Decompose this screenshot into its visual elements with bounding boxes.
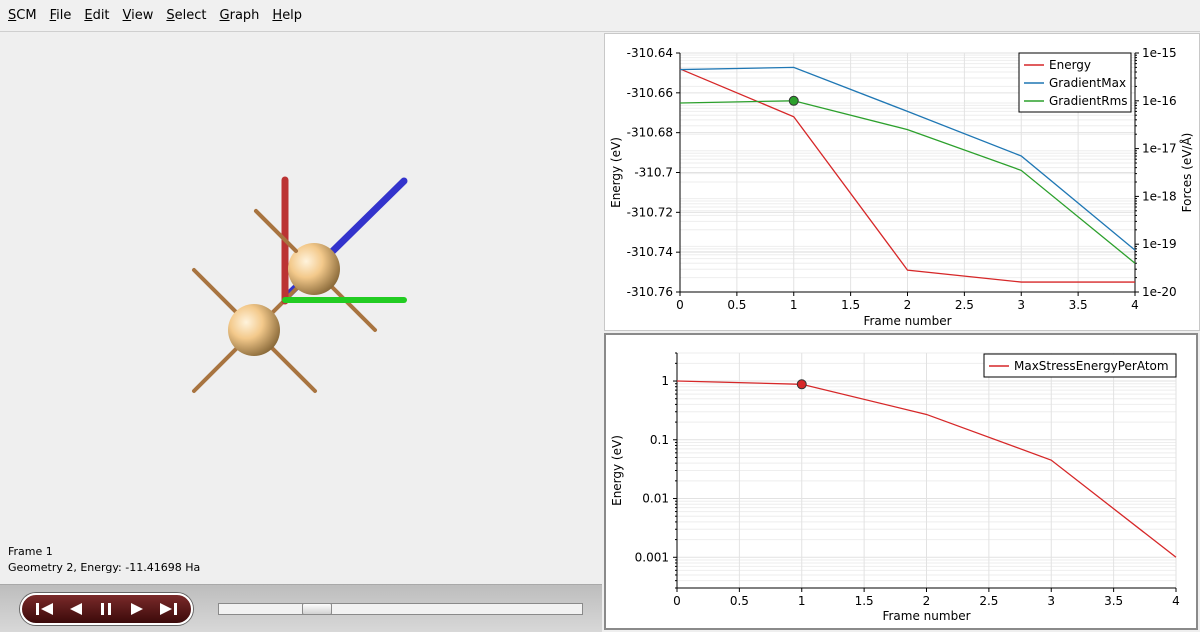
- series-line-maxstress: [676, 380, 1177, 558]
- legend-label: GradientMax: [1049, 76, 1126, 90]
- bond: [254, 209, 298, 253]
- x-tick-label: 2.5: [979, 594, 998, 608]
- step-back-icon: [69, 603, 82, 615]
- menu-select[interactable]: Select: [166, 8, 207, 23]
- menu-scm[interactable]: SCM: [8, 8, 37, 23]
- play-icon: [131, 603, 144, 615]
- energy-forces-chart: 0 0.5 1 1.5 2 2.5 3 3.5 4 -310.64 -310.66 -310.68 -3…: [609, 46, 1194, 328]
- frame-slider-handle[interactable]: [302, 603, 333, 615]
- y-tick-label: -310.7: [634, 166, 673, 180]
- legend-label: MaxStressEnergyPerAtom: [1014, 359, 1169, 373]
- x-tick-label: 1.5: [841, 298, 860, 312]
- y2-tick-label: 1e-18: [1142, 189, 1177, 203]
- x-tick-label: 0.5: [730, 594, 749, 608]
- y-axis-label: Energy (eV): [610, 435, 624, 506]
- geometry-label: Geometry 2, Energy: -11.41698 Ha: [8, 561, 201, 574]
- x-tick-label: 0: [673, 594, 681, 608]
- menu-view[interactable]: View: [122, 8, 154, 23]
- step-back-button[interactable]: [64, 599, 88, 619]
- playback-bar: [0, 584, 602, 632]
- series-line-gradientmax: [679, 66, 1136, 251]
- atom[interactable]: [228, 304, 280, 356]
- y2-axis-label: Forces (eV/Å): [1179, 133, 1194, 213]
- skip-to-start-icon: [36, 603, 54, 615]
- y-axis-label: Energy (eV): [609, 137, 623, 208]
- x-tick-label: 4: [1172, 594, 1180, 608]
- x-tick-label: 1: [798, 594, 806, 608]
- molecule-scene[interactable]: [0, 33, 602, 583]
- y-tick-label: -310.76: [627, 285, 673, 299]
- y2-tick-label: 1e-20: [1142, 285, 1177, 299]
- skip-to-start-button[interactable]: [33, 599, 57, 619]
- x-tick-label: 2.5: [955, 298, 974, 312]
- y2-tick-label: 1e-17: [1142, 142, 1177, 156]
- stress-energy-graph[interactable]: 0 0.5 1 1.5 2 2.5 3 3.5 4 1 0.1 0.01 0.001 Frame numb…: [604, 333, 1198, 630]
- x-tick-label: 2: [923, 594, 931, 608]
- menu-bar: SCM File Edit View Select Graph Help: [0, 0, 1200, 32]
- frame-label: Frame 1: [8, 545, 53, 558]
- y2-tick-label: 1e-15: [1142, 46, 1177, 60]
- x-tick-label: 3: [1047, 594, 1055, 608]
- player-controls: [20, 593, 193, 625]
- x-tick-label: 0.5: [727, 298, 746, 312]
- y2-tick-label: 1e-19: [1142, 237, 1177, 251]
- menu-edit[interactable]: Edit: [84, 8, 110, 23]
- menu-help[interactable]: Help: [272, 8, 303, 23]
- pause-button[interactable]: [94, 599, 118, 619]
- x-tick-label: 3: [1017, 298, 1025, 312]
- atom[interactable]: [288, 243, 340, 295]
- y-tick-label: 0.1: [650, 433, 669, 447]
- molecule-viewer[interactable]: Frame 1 Geometry 2, Energy: -11.41698 Ha: [0, 33, 602, 583]
- x-tick-label: 3.5: [1104, 594, 1123, 608]
- current-frame-marker: [796, 379, 807, 390]
- energy-forces-graph[interactable]: 0 0.5 1 1.5 2 2.5 3 3.5 4 -310.64 -310.66 -310.68 -3…: [604, 33, 1200, 331]
- y-tick-label: 1: [661, 374, 669, 388]
- skip-to-end-button[interactable]: [156, 599, 180, 619]
- series-line-gradientrms: [679, 100, 1136, 264]
- x-tick-label: 4: [1131, 298, 1139, 312]
- x-tick-label: 3.5: [1069, 298, 1088, 312]
- y-tick-label: -310.72: [627, 205, 673, 219]
- stress-energy-chart: 0 0.5 1 1.5 2 2.5 3 3.5 4 1 0.1 0.01 0.001 Frame numb…: [610, 352, 1180, 623]
- menu-graph[interactable]: Graph: [219, 8, 260, 23]
- y-tick-label: -310.74: [627, 245, 673, 259]
- frame-slider[interactable]: [218, 603, 583, 615]
- x-axis-label: Frame number: [863, 314, 951, 328]
- pause-icon: [101, 603, 112, 615]
- y-tick-label: -310.66: [627, 86, 673, 100]
- x-tick-label: 2: [904, 298, 912, 312]
- x-tick-label: 0: [676, 298, 684, 312]
- y-tick-label: 0.001: [635, 550, 669, 564]
- y-tick-label: -310.68: [627, 126, 673, 140]
- play-button[interactable]: [125, 599, 149, 619]
- legend-box: [983, 353, 1177, 378]
- legend-label: GradientRms: [1049, 94, 1128, 108]
- menu-file[interactable]: File: [49, 8, 72, 23]
- skip-to-end-icon: [159, 603, 177, 615]
- y-tick-label: 0.01: [642, 492, 669, 506]
- y2-tick-label: 1e-16: [1142, 94, 1177, 108]
- current-frame-marker: [788, 95, 799, 106]
- series-line-energy: [679, 68, 1135, 283]
- y-tick-label: -310.64: [627, 46, 673, 60]
- x-tick-label: 1: [790, 298, 798, 312]
- x-tick-label: 1.5: [855, 594, 874, 608]
- legend-label: Energy: [1049, 58, 1091, 72]
- x-axis-label: Frame number: [882, 609, 970, 623]
